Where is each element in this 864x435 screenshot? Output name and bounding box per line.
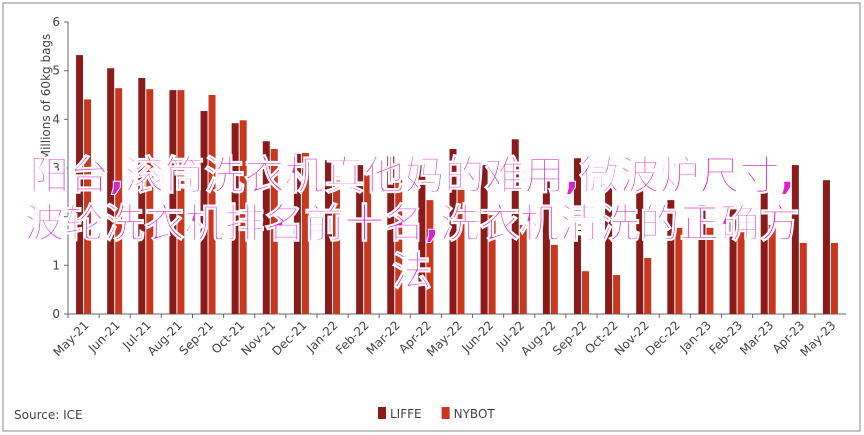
bar [488,215,496,314]
bar [177,90,185,314]
bar [830,242,838,314]
bar [169,90,177,314]
legend-swatch [378,407,386,419]
bar [293,153,301,314]
bar [387,156,395,314]
bar [395,180,403,314]
bar [426,200,434,314]
y-tick-label: 6 [52,15,60,29]
bar [270,149,278,314]
x-tick-label: Sep-21 [176,318,216,358]
y-axis-label: Millions of 60kg bags [39,34,53,161]
legend-swatch [441,407,450,419]
x-tick-label: Jun-21 [85,318,123,356]
bar [706,227,714,314]
y-tick-label: 1 [52,258,60,272]
bar [768,224,776,314]
bar [76,55,84,315]
bar [613,275,621,314]
bar [457,189,465,314]
bar [636,189,644,314]
bar [822,180,830,314]
bar [146,89,154,314]
bar [231,123,239,314]
x-tick-label: Dec-21 [269,318,309,358]
x-tick-label: Jun-22 [459,318,497,356]
bar [356,165,364,314]
bar [449,149,457,314]
bar [301,152,309,314]
bar [364,175,372,314]
y-tick-label: 0 [52,307,60,321]
bar [605,185,613,314]
y-tick-label: 2 [52,210,60,224]
x-tick-label: Aug-22 [518,318,558,358]
y-tick-label: 4 [52,112,60,126]
legend-label: LIFFE [390,407,422,421]
bar [262,141,270,314]
source: Source: ICE [14,408,83,422]
y-tick-label: 5 [52,64,60,78]
legend-label: NYBOT [454,407,496,421]
bar [480,165,488,314]
bar [333,169,341,314]
x-tick-label: May-21 [51,318,92,359]
bar [667,200,675,314]
bar [550,244,558,314]
bar [542,180,550,314]
x-tick-label: Mar-23 [737,318,776,357]
bar [115,88,123,314]
x-tick-label: Aug-21 [145,318,185,358]
y-tick-label: 3 [52,161,60,175]
bar [737,232,745,314]
bar [200,111,208,314]
bar [107,68,115,314]
x-tick-label: Mar-22 [364,318,403,357]
bar [698,204,706,314]
bar [581,271,589,314]
bar [729,204,737,314]
bar [573,158,581,314]
bar [325,160,333,314]
bar [799,242,807,314]
bar [760,190,768,314]
bar [239,120,247,314]
overlay-text: 阳台,滚筒洗衣机真他妈的难用,微波炉尺寸,波轮洗衣机排名前十名,洗衣机清洗的正确… [24,153,800,296]
bar [675,227,683,314]
x-tick-label: Dec-22 [643,318,683,358]
bar [511,139,519,314]
bar [84,99,92,314]
x-tick-label: Sep-22 [550,318,590,358]
bar [418,165,426,314]
bar [791,165,799,314]
bar [208,95,216,314]
bar [138,77,146,314]
bar [519,224,527,314]
bar [644,258,652,314]
